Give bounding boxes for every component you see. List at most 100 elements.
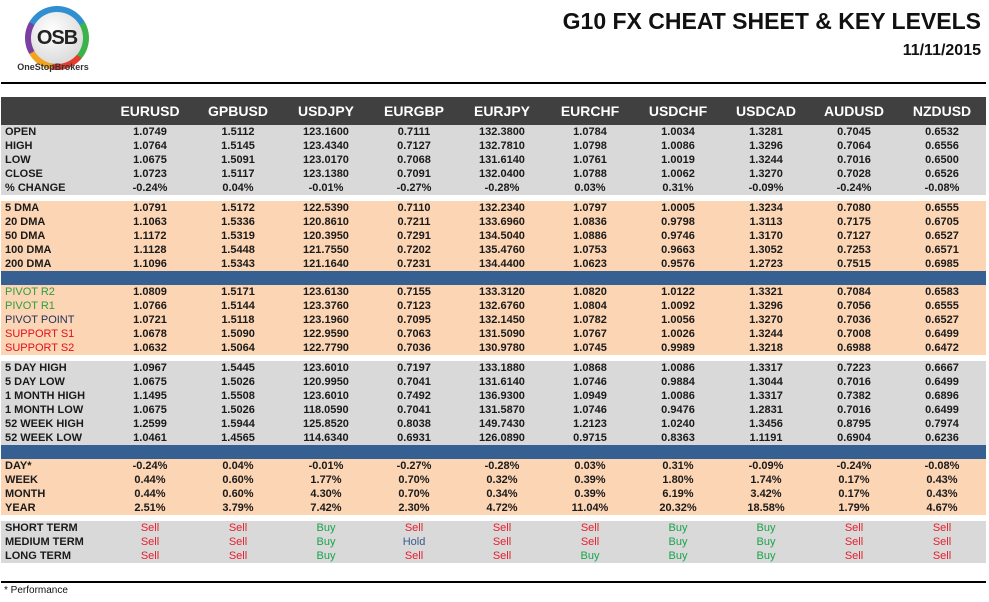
value-cell: 1.0086 [634,361,722,375]
value-cell: 0.31% [634,459,722,473]
signal-cell: Sell [194,521,282,535]
column-header-nzdusd: NZDUSD [898,97,986,125]
value-cell: 1.5336 [194,215,282,229]
value-cell: 1.2831 [722,403,810,417]
row-label: 5 DAY LOW [1,375,106,389]
table-row: LONG TERM Sell Sell Buy Sell Sell Buy Buy Buy Sel… [1,549,986,563]
value-cell: 121.1640 [282,257,370,271]
table-row: WEEK 0.44% 0.60% 1.77% 0.70% 0.32% 0.39% 1.80% 1… [1,473,986,487]
value-cell: 1.0056 [634,313,722,327]
value-cell: 1.0092 [634,299,722,313]
value-cell: 0.04% [194,459,282,473]
value-cell: 0.7041 [370,375,458,389]
value-cell: 1.0675 [106,153,194,167]
value-cell: 131.6140 [458,375,546,389]
value-cell: 0.6499 [898,403,986,417]
value-cell: 1.0868 [546,361,634,375]
value-cell: 0.9715 [546,431,634,445]
value-cell: 122.5390 [282,201,370,215]
value-cell: 1.3234 [722,201,810,215]
value-cell: 123.6130 [282,285,370,299]
value-cell: 120.3950 [282,229,370,243]
value-cell: 126.0890 [458,431,546,445]
signal-cell: Buy [634,549,722,563]
value-cell: 1.5172 [194,201,282,215]
value-cell: 0.9746 [634,229,722,243]
value-cell: 0.9884 [634,375,722,389]
value-cell: 3.42% [722,487,810,501]
section-gap [1,195,986,201]
row-label: LOW [1,153,106,167]
value-cell: 1.0675 [106,403,194,417]
value-cell: 0.7127 [370,139,458,153]
value-cell: -0.09% [722,459,810,473]
value-cell: 0.34% [458,487,546,501]
value-cell: 1.3044 [722,375,810,389]
footnote: * Performance [4,585,68,596]
value-cell: 1.3218 [722,341,810,355]
row-label: DAY* [1,459,106,473]
value-cell: 0.6667 [898,361,986,375]
value-cell: 0.7016 [810,375,898,389]
value-cell: 1.0766 [106,299,194,313]
value-cell: 1.0820 [546,285,634,299]
value-cell: 1.0949 [546,389,634,403]
value-cell: 0.8038 [370,417,458,431]
value-cell: 131.6140 [458,153,546,167]
value-cell: 2.51% [106,501,194,515]
value-cell: 0.7211 [370,215,458,229]
value-cell: 0.03% [546,459,634,473]
signal-cell: Buy [634,521,722,535]
value-cell: 149.7430 [458,417,546,431]
value-cell: 0.9798 [634,215,722,229]
value-cell: 0.6526 [898,167,986,181]
value-cell: 1.0764 [106,139,194,153]
page-title: G10 FX CHEAT SHEET & KEY LEVELS [562,8,981,34]
value-cell: 0.9576 [634,257,722,271]
row-label: 200 DMA [1,257,106,271]
signal-cell: Sell [458,535,546,549]
value-cell: 0.6499 [898,375,986,389]
value-cell: 0.7515 [810,257,898,271]
value-cell: 1.0746 [546,375,634,389]
value-cell: 1.5445 [194,361,282,375]
value-cell: 0.7223 [810,361,898,375]
value-cell: 123.6010 [282,389,370,403]
column-header-eurjpy: EURJPY [458,97,546,125]
value-cell: 0.9989 [634,341,722,355]
value-cell: 7.42% [282,501,370,515]
value-cell: 0.7382 [810,389,898,403]
value-cell: 123.1960 [282,313,370,327]
value-cell: 0.7231 [370,257,458,271]
value-cell: 130.9780 [458,341,546,355]
value-cell: 1.5171 [194,285,282,299]
value-cell: 1.0749 [106,125,194,139]
value-cell: 1.1128 [106,243,194,257]
value-cell: 123.0170 [282,153,370,167]
table-row: MONTH 0.44% 0.60% 4.30% 0.70% 0.34% 0.39% 6.19%… [1,487,986,501]
column-header-eurchf: EURCHF [546,97,634,125]
value-cell: 0.6583 [898,285,986,299]
value-cell: 1.0062 [634,167,722,181]
value-cell: 1.3170 [722,229,810,243]
value-cell: 134.4400 [458,257,546,271]
signal-cell: Sell [106,535,194,549]
value-cell: 0.70% [370,473,458,487]
signal-cell: Sell [810,521,898,535]
value-cell: 20.32% [634,501,722,515]
value-cell: 123.6010 [282,361,370,375]
value-cell: 0.44% [106,473,194,487]
value-cell: 1.3113 [722,215,810,229]
table-header-row: EURUSD GPBUSD USDJPY EURGBP EURJPY EURCHF USDC… [1,97,986,125]
row-label: 50 DMA [1,229,106,243]
value-cell: 0.7008 [810,327,898,341]
signal-cell: Buy [634,535,722,549]
signal-cell: Buy [722,521,810,535]
row-label: PIVOT POINT [1,313,106,327]
table-row: 5 DAY LOW 1.0675 1.5026 120.9950 0.7041 131.6… [1,375,986,389]
value-cell: 1.0809 [106,285,194,299]
fx-levels-table: EURUSD GPBUSD USDJPY EURGBP EURJPY EURCHF USDC… [1,97,986,563]
value-cell: 1.4565 [194,431,282,445]
value-cell: 1.1495 [106,389,194,403]
value-cell: 1.5118 [194,313,282,327]
